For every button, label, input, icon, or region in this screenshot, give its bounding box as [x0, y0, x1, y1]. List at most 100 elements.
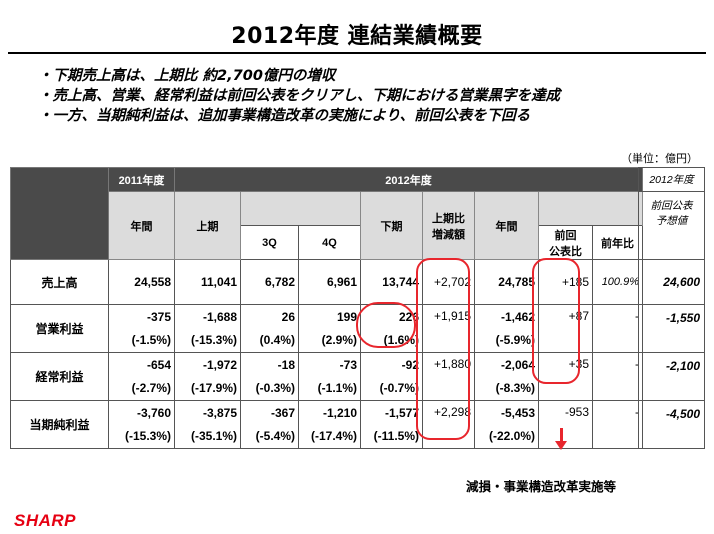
cell-value: +2,298 [422, 400, 475, 449]
table-row: (-2.7%) (-17.9%) (-0.3%) (-1.1%) (-0.7%)… [11, 376, 643, 401]
cell-value: -3,760 [108, 400, 175, 425]
forecast-value: 24,600 [638, 259, 705, 305]
impairment-note: 減損・事業構造改革実施等 [466, 479, 617, 494]
cell-value: +185 [538, 259, 593, 305]
table-row: 経常利益 -654 -1,972 -18 -73 -92 +1,880 -2,0… [10, 352, 643, 401]
summary-bullets: ・下期売上高は、上期比 約2,700億円の増収 ・売上高、営業、経常利益は前回公… [38, 66, 560, 126]
cell-value: 100.9% [592, 259, 643, 305]
cell-value: 6,782 [240, 259, 299, 305]
cell-value: 11,041 [174, 259, 241, 305]
cell-value: -1,688 [174, 304, 241, 329]
page-title: 2012年度 連結業績概要 [231, 24, 483, 49]
forecast-header-prev-line2: 予想値 [655, 215, 688, 227]
highlight-oval-vs-prev [532, 258, 580, 384]
bullet-item: ・下期売上高は、上期比 約2,700億円の増収 [38, 68, 336, 84]
bullet-item: ・売上高、営業、経常利益は前回公表をクリアし、下期における営業黒字を達成 [38, 88, 560, 104]
cell-value: - [592, 352, 643, 401]
cell-pct: (-0.7%) [360, 376, 423, 401]
header-vs-prev-announce: 前回 公表比 [538, 225, 593, 260]
cell-value: - [592, 400, 643, 449]
header-yoy: 前年比 [592, 225, 643, 260]
cell-value: -92 [360, 352, 423, 377]
table-row: (-15.3%) (-35.1%) (-5.4%) (-17.4%) (-11.… [11, 424, 643, 449]
forecast-value: -2,100 [638, 352, 705, 401]
cell-value: -654 [108, 352, 175, 377]
forecast-table: 2012年度 前回公表 予想値 24,600 -1,550 -2,100 -4,… [638, 167, 705, 449]
highlight-oval-h2-op [356, 302, 416, 348]
cell-value: -1,210 [298, 400, 361, 425]
row-label-ord: 経常利益 [10, 352, 109, 401]
header-fy2011: 2011年度 [108, 167, 175, 192]
cell-pct: (-17.4%) [298, 424, 361, 449]
cell-pct: (2.9%) [298, 328, 361, 353]
cell-value: -953 [538, 400, 593, 449]
table-row: 当期純利益 -3,760 -3,875 -367 -1,210 -1,577 +… [10, 400, 643, 449]
header-q4: 4Q [298, 225, 361, 260]
cell-value: -1,577 [360, 400, 423, 425]
cell-pct: (-1.1%) [298, 376, 361, 401]
forecast-header-prev: 前回公表 予想値 [638, 191, 705, 260]
table-row: (-1.5%) (-15.3%) (0.4%) (2.9%) (1.6%) (-… [11, 328, 643, 353]
header-fy2012: 2012年度 [174, 167, 643, 192]
unit-label: （単位：億円） [621, 152, 698, 165]
cell-value: +35 [538, 352, 593, 401]
cell-pct: (-0.3%) [240, 376, 299, 401]
arrow-shaft [560, 428, 563, 442]
forecast-header-prev-line1: 前回公表 [650, 200, 693, 212]
header-vs-prev-line2: 公表比 [549, 245, 582, 258]
cell-value: -1,462 [474, 304, 539, 329]
forecast-value: -4,500 [638, 400, 705, 449]
cell-pct: (-5.4%) [240, 424, 299, 449]
cell-pct: (-1.5%) [108, 328, 175, 353]
cell-value: - [592, 304, 643, 353]
cell-value: 199 [298, 304, 361, 329]
cell-value: -73 [298, 352, 361, 377]
forecast-header-fy2012: 2012年度 [638, 167, 705, 192]
header-fy2011-annual: 年間 [108, 191, 175, 260]
header-vs-first-half: 上期比 増減額 [422, 191, 475, 260]
header-annual-compare-group [538, 191, 643, 226]
header-blank [10, 167, 109, 260]
cell-pct: (-8.3%) [474, 376, 539, 401]
sharp-logo: SHARP [14, 511, 77, 530]
cell-value: -5,453 [474, 400, 539, 425]
cell-value: +1,915 [422, 304, 475, 353]
row-label-op: 営業利益 [10, 304, 109, 353]
cell-value: 24,785 [474, 259, 539, 305]
header-vs-first-half-line1: 上期比 [432, 212, 465, 225]
header-first-half: 上期 [174, 191, 241, 260]
arrow-down-icon [555, 441, 567, 450]
title-divider [8, 52, 706, 54]
header-fy2012-annual: 年間 [474, 191, 539, 260]
cell-value: -367 [240, 400, 299, 425]
cell-pct: (-15.3%) [174, 328, 241, 353]
cell-value: -375 [108, 304, 175, 329]
cell-pct: (-35.1%) [174, 424, 241, 449]
row-label-sales: 売上高 [10, 259, 109, 305]
cell-value: -1,972 [174, 352, 241, 377]
cell-pct: (-11.5%) [360, 424, 423, 449]
cell-pct: (0.4%) [240, 328, 299, 353]
highlight-oval-vs-h1 [416, 258, 470, 440]
cell-pct: (-22.0%) [474, 424, 539, 449]
cell-pct: (-2.7%) [108, 376, 175, 401]
header-second-half: 下期 [360, 191, 423, 260]
cell-value: 13,744 [360, 259, 423, 305]
cell-pct: (-17.9%) [174, 376, 241, 401]
cell-value: 24,558 [108, 259, 175, 305]
forecast-value: -1,550 [638, 304, 705, 353]
cell-value: 26 [240, 304, 299, 329]
row-label-net: 当期純利益 [10, 400, 109, 449]
header-quarter-group [240, 191, 361, 226]
bullet-item: ・一方、当期純利益は、追加事業構造改革の実施により、前回公表を下回る [38, 108, 531, 124]
results-table: 2011年度 2012年度 年間 上期 下期 上期比 増減額 年間 3Q 4Q … [10, 167, 643, 449]
cell-value: -3,875 [174, 400, 241, 425]
cell-value: -2,064 [474, 352, 539, 377]
cell-value: +1,880 [422, 352, 475, 401]
cell-value: -18 [240, 352, 299, 377]
header-q3: 3Q [240, 225, 299, 260]
cell-value: 6,961 [298, 259, 361, 305]
cell-pct: (-15.3%) [108, 424, 175, 449]
header-vs-prev-line1: 前回 [554, 229, 577, 242]
cell-pct: (-5.9%) [474, 328, 539, 353]
